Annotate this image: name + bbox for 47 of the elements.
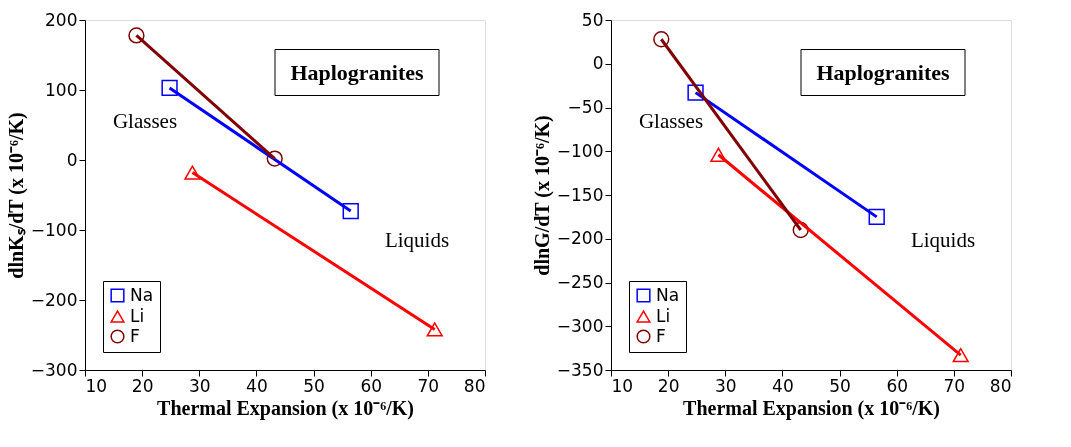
legend-label: F <box>656 325 666 346</box>
y-tick-label: −200 <box>30 289 78 310</box>
x-tick-label: 50 <box>303 375 325 396</box>
y-tick-label: −300 <box>30 359 78 380</box>
legend-label: F <box>130 325 140 346</box>
y-tick-label: 0 <box>592 53 604 74</box>
x-tick-label: 10 <box>611 375 634 396</box>
legend-label: Na <box>656 284 680 305</box>
y-tick-label: −200 <box>556 228 604 249</box>
x-tick-label: 20 <box>657 375 680 396</box>
y-tick-label: 50 <box>581 9 604 30</box>
y-axis-title: dlnG/dT (x 10⁻⁶/K) <box>530 115 554 276</box>
x-tick-label: 30 <box>714 375 737 396</box>
y-tick-label: −100 <box>556 140 604 161</box>
y-tick-label: −300 <box>556 315 604 336</box>
y-tick-label: −250 <box>556 272 604 292</box>
annotation: Haplogranites <box>816 59 951 85</box>
y-tick-label: 200 <box>45 9 78 30</box>
y-tick-label: −350 <box>556 359 604 380</box>
y-tick-label: 0 <box>66 149 78 170</box>
y-tick-label: −150 <box>556 184 604 205</box>
x-tick-label: 80 <box>989 375 1012 396</box>
annotation: Liquids <box>384 227 450 252</box>
x-tick-label: 20 <box>131 375 154 396</box>
annotation: Glasses <box>638 108 704 133</box>
x-tick-label: 30 <box>188 375 211 396</box>
x-axis-title: Thermal Expansion (x 10⁻⁶/K) <box>683 396 940 420</box>
x-tick-label: 10 <box>85 375 108 396</box>
x-tick-label: 80 <box>463 375 486 396</box>
x-tick-label: 40 <box>772 375 794 396</box>
x-tick-label: 40 <box>246 375 268 396</box>
annotation: Glasses <box>112 108 178 133</box>
y-tick-label: −100 <box>30 219 78 240</box>
annotation: Liquids <box>910 227 976 252</box>
x-tick-label: 70 <box>417 375 440 396</box>
legend-label: Na <box>130 284 154 305</box>
x-tick-label: 50 <box>829 375 851 396</box>
annotation: Haplogranites <box>290 59 425 85</box>
x-tick-label: 60 <box>886 375 909 396</box>
legend-label: Li <box>130 305 145 326</box>
y-axis-title: dlnKₛ/dT (x 10⁻⁶/K) <box>4 112 28 279</box>
x-axis-title: Thermal Expansion (x 10⁻⁶/K) <box>157 396 414 420</box>
y-tick-label: 100 <box>45 79 78 100</box>
y-tick-label: −50 <box>567 97 604 117</box>
legend-label: Li <box>656 305 671 326</box>
x-tick-label: 60 <box>360 375 383 396</box>
x-tick-label: 70 <box>943 375 966 396</box>
